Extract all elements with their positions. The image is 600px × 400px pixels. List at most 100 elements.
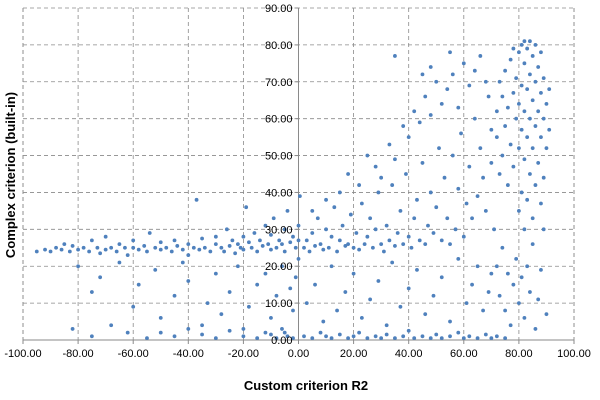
data-point [483, 79, 488, 84]
data-point [302, 334, 306, 339]
data-point [249, 245, 254, 250]
data-point [208, 249, 213, 254]
data-point [423, 242, 428, 246]
data-point [533, 183, 538, 187]
data-point [387, 142, 392, 147]
data-point [158, 315, 163, 320]
data-point [384, 332, 389, 337]
data-point [442, 175, 447, 180]
data-point [525, 46, 530, 51]
data-point [123, 245, 127, 250]
data-point [310, 336, 315, 341]
data-point [109, 245, 114, 250]
data-point [486, 94, 491, 99]
data-point [483, 332, 488, 337]
data-point [525, 87, 530, 92]
data-point [365, 336, 370, 341]
data-point [536, 65, 541, 69]
data-point [241, 327, 246, 331]
data-point [393, 336, 397, 341]
data-point [448, 50, 452, 55]
data-point [103, 234, 108, 239]
data-point [280, 242, 284, 246]
data-point [412, 216, 417, 221]
data-point [517, 146, 521, 151]
data-point [313, 244, 317, 248]
data-point [307, 249, 312, 254]
data-point [544, 312, 549, 317]
data-point [274, 245, 279, 250]
data-point [494, 135, 499, 140]
data-point [522, 315, 527, 320]
data-point [291, 308, 295, 313]
data-point [431, 293, 436, 298]
data-point [244, 205, 249, 210]
data-point [539, 50, 543, 55]
data-point [541, 116, 546, 121]
data-point [54, 245, 58, 250]
data-point [109, 323, 114, 328]
data-point [346, 336, 350, 341]
x-tick-label: 100.00 [557, 348, 591, 360]
data-point [153, 268, 158, 272]
data-point [528, 172, 532, 176]
data-point [351, 245, 356, 250]
data-point [70, 327, 75, 331]
data-point [186, 242, 191, 246]
data-point [324, 334, 328, 339]
data-point [528, 72, 532, 77]
data-point [409, 245, 414, 250]
data-point [326, 245, 331, 250]
data-point [368, 216, 373, 221]
data-point [393, 244, 397, 248]
data-point [313, 282, 317, 287]
data-point [536, 109, 541, 114]
data-point [142, 244, 147, 248]
data-point [412, 109, 417, 114]
x-tick-label: -20.00 [228, 348, 259, 360]
y-tick-label: 70.00 [265, 77, 293, 89]
data-point [456, 186, 461, 191]
y-tick-label: 90.00 [265, 3, 293, 15]
data-point [337, 190, 342, 195]
data-point [470, 282, 474, 287]
data-point [406, 328, 411, 333]
data-point [194, 197, 199, 202]
data-point [202, 245, 207, 250]
data-point [318, 330, 323, 335]
data-point [528, 39, 532, 44]
data-point [505, 271, 510, 276]
data-point [450, 153, 455, 158]
data-point [481, 308, 485, 313]
data-point [483, 208, 488, 213]
data-point [136, 247, 141, 252]
data-point [346, 242, 350, 246]
data-point [415, 268, 419, 272]
data-point [89, 334, 94, 339]
axes [22, 7, 575, 344]
data-point [530, 146, 535, 151]
y-tick-label: 30.00 [265, 224, 293, 236]
data-point [285, 334, 290, 339]
data-point [401, 124, 406, 128]
data-point [219, 312, 224, 317]
data-point [379, 336, 384, 341]
data-point [125, 330, 130, 335]
data-point [525, 135, 530, 140]
data-point [464, 201, 469, 206]
data-point [269, 315, 273, 320]
data-point [489, 336, 494, 341]
data-point [354, 231, 359, 235]
data-point [533, 124, 538, 128]
data-point [296, 223, 301, 228]
data-point [456, 105, 461, 110]
data-point [519, 42, 524, 47]
data-point [318, 242, 323, 246]
data-point [428, 113, 433, 117]
data-point [241, 234, 246, 239]
data-point [522, 157, 527, 162]
data-point [359, 201, 364, 206]
data-point [235, 264, 240, 269]
data-point [280, 327, 284, 331]
